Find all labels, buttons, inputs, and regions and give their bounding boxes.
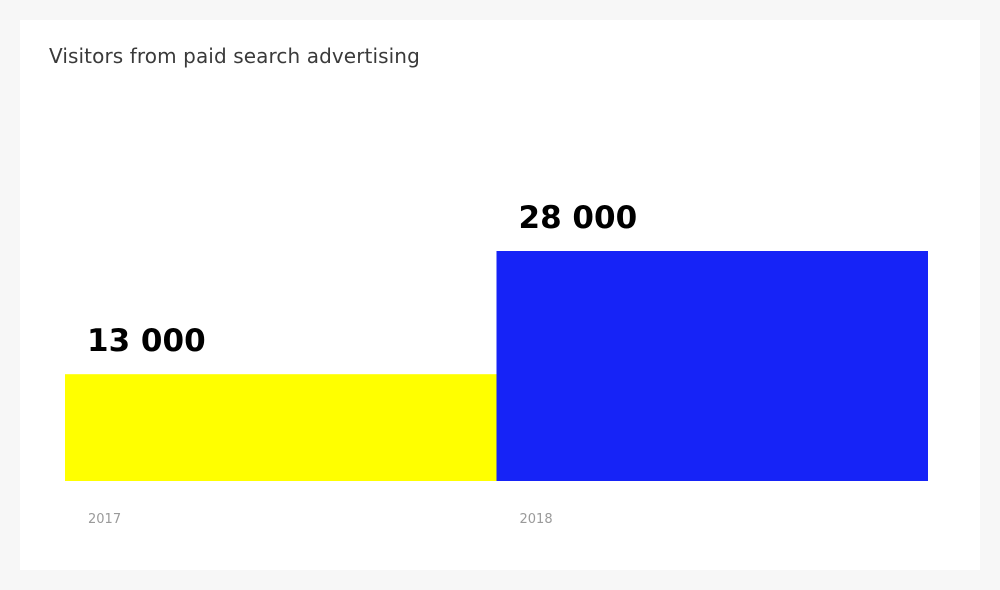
- value-label-2018: 28 000: [519, 200, 638, 236]
- category-label-2017: 2017: [88, 512, 121, 527]
- bar-2017: [65, 374, 497, 481]
- bar-2018: [496, 251, 928, 481]
- bar-chart: 13 000 2017 28 000 2018: [65, 200, 928, 527]
- category-label-2018: 2018: [520, 512, 553, 527]
- value-label-2017: 13 000: [87, 323, 206, 359]
- chart-card: Visitors from paid search advertising 13…: [20, 20, 980, 570]
- chart-title: Visitors from paid search advertising: [49, 44, 420, 68]
